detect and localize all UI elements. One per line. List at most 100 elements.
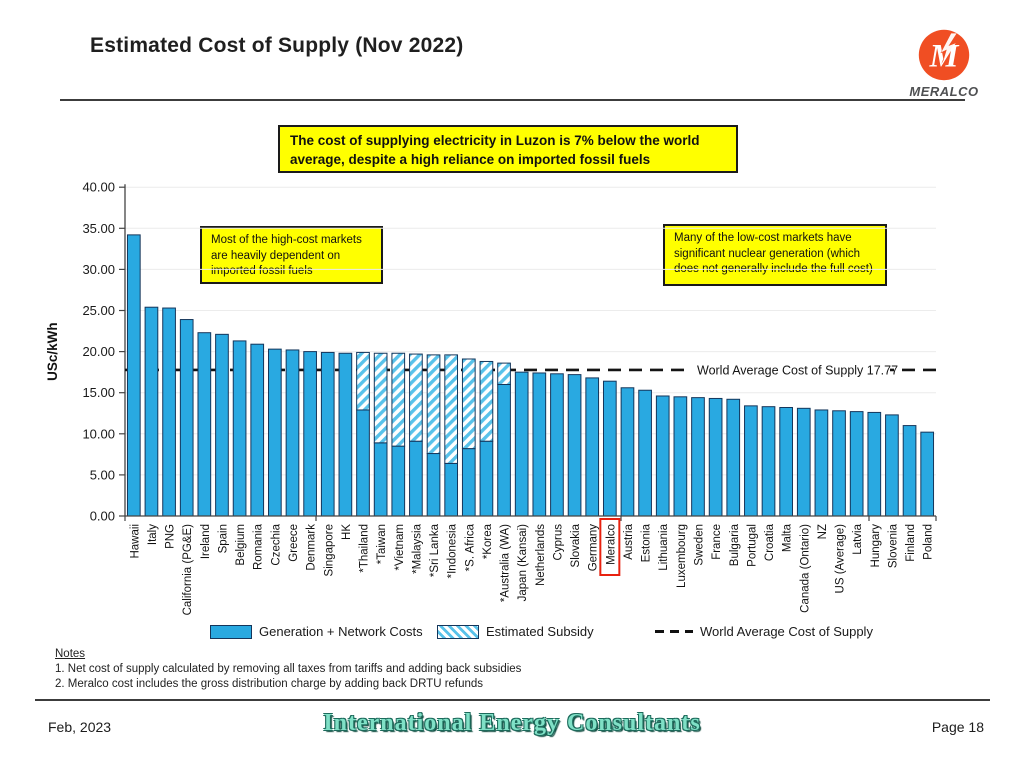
y-tick-label: 30.00 (82, 262, 115, 277)
bar-generation-14 (373, 442, 388, 517)
bar-generation-4 (197, 332, 212, 517)
bar-generation-23 (532, 372, 547, 517)
x-axis-label-7: Romania (253, 523, 265, 570)
callout-high-cost-markets: Most of the high-cost markets are heavil… (200, 226, 383, 284)
x-axis-label-43: Slovenia (887, 523, 899, 568)
x-axis-label-3: California (PG&E) (182, 524, 194, 616)
bar-generation-9 (285, 349, 300, 517)
note-line-2: 2. Meralco cost includes the gross distr… (55, 678, 484, 691)
x-axis-label-17: *Sri Lanka (429, 523, 441, 577)
bar-generation-12 (338, 352, 353, 517)
bar-generation-8 (268, 348, 282, 517)
x-axis-label-42: Hungary (870, 524, 882, 568)
x-axis-label-23: Netherlands (535, 524, 547, 586)
footer-divider (35, 699, 990, 701)
x-axis-label-26: Germany (588, 524, 600, 572)
bar-generation-16 (409, 440, 423, 517)
x-axis-label-22: Japan (Kansai) (517, 524, 529, 602)
bar-generation-39 (814, 409, 829, 517)
meralco-logo: M MERALCO (908, 28, 980, 99)
x-axis-label-37: Malta (782, 523, 794, 552)
bar-generation-11 (320, 351, 335, 517)
bar-generation-41 (849, 411, 864, 517)
footer-company-wordmark: International Energy Consultants (323, 710, 701, 736)
legend-item-world-average: World Average Cost of Supply (655, 624, 873, 639)
bar-generation-10 (303, 351, 317, 517)
x-axis-label-29: Estonia (641, 523, 653, 562)
legend-item-generation: Generation + Network Costs (210, 624, 423, 639)
x-axis-label-16: *Malaysia (411, 523, 423, 573)
meralco-logo-icon: M (917, 28, 971, 82)
bar-generation-34 (726, 398, 741, 517)
bar-generation-3 (179, 319, 194, 517)
x-axis-label-33: France (711, 524, 723, 560)
bar-generation-24 (550, 373, 564, 517)
bar-generation-45 (920, 431, 935, 517)
legend-solid-label: Generation + Network Costs (259, 624, 423, 639)
x-axis-label-20: *Korea (482, 523, 494, 559)
bar-subsidy-14 (373, 352, 388, 444)
bar-generation-43 (885, 414, 899, 517)
x-axis-label-38: Canada (Ontario) (799, 524, 811, 613)
x-axis-label-27: Meralco (605, 524, 617, 565)
y-tick-label: 25.00 (82, 303, 115, 318)
bar-generation-7 (250, 343, 265, 517)
x-axis-label-19: *S. Africa (464, 523, 476, 571)
x-axis-label-34: Bulgaria (729, 523, 741, 566)
x-axis-label-24: Cyprus (552, 524, 564, 561)
y-tick-label: 10.00 (82, 426, 115, 441)
bar-generation-29 (638, 389, 652, 517)
x-axis-label-18: *Indonesia (447, 523, 459, 578)
bar-generation-26 (585, 377, 600, 517)
x-axis-label-8: Czechia (270, 523, 282, 565)
bar-generation-25 (567, 374, 582, 517)
bar-subsidy-19 (461, 358, 476, 450)
x-axis-label-31: Luxembourg (676, 524, 688, 588)
legend-hatch-label: Estimated Subsidy (486, 624, 594, 639)
bar-generation-44 (902, 425, 917, 517)
bar-generation-5 (215, 333, 229, 517)
bar-subsidy-18 (444, 354, 459, 464)
x-axis-label-14: *Taiwan (376, 524, 388, 564)
bar-generation-15 (391, 445, 406, 517)
bar-generation-22 (514, 371, 529, 517)
bar-generation-6 (232, 340, 247, 517)
x-axis-label-41: Latvia (852, 523, 864, 554)
bar-subsidy-21 (497, 362, 511, 385)
bar-generation-28 (620, 387, 635, 517)
bar-generation-38 (796, 407, 811, 517)
x-axis-label-35: Portugal (746, 524, 758, 567)
bar-generation-18 (444, 462, 459, 517)
bar-subsidy-15 (391, 352, 406, 447)
x-axis-label-12: HK (341, 524, 353, 540)
y-tick-label: 0.00 (90, 509, 115, 524)
bar-generation-37 (779, 406, 793, 517)
bar-generation-33 (708, 397, 723, 517)
legend-hatch-swatch-icon (437, 624, 479, 639)
world-average-label-bg (692, 360, 890, 379)
legend-solid-swatch-icon (210, 624, 252, 639)
key-message-banner: The cost of supplying electricity in Luz… (278, 125, 738, 173)
bar-generation-2 (162, 307, 176, 517)
x-axis-label-15: *Vietnam (394, 524, 406, 570)
x-axis-label-10: Denmark (306, 524, 318, 571)
x-axis-label-21: *Australia (WA) (500, 524, 512, 602)
bar-generation-19 (461, 448, 476, 517)
bar-generation-27 (602, 380, 617, 517)
y-tick-label: 20.00 (82, 344, 115, 359)
bar-generation-20 (479, 440, 494, 517)
x-axis-label-39: NZ (817, 524, 829, 539)
x-axis-label-5: Spain (217, 524, 229, 553)
note-line-1: 1. Net cost of supply calculated by remo… (55, 663, 522, 676)
legend-dash-swatch-icon (655, 630, 693, 633)
x-axis-label-45: Poland (923, 524, 935, 560)
x-axis-label-30: Lithuania (658, 523, 670, 570)
bar-subsidy-20 (479, 360, 494, 442)
x-axis-label-1: Italy (147, 524, 159, 545)
meralco-highlight-box (599, 518, 621, 576)
x-axis-label-36: Croatia (764, 523, 776, 561)
y-tick-label: 5.00 (90, 467, 115, 482)
page-title: Estimated Cost of Supply (Nov 2022) (90, 34, 464, 57)
bar-generation-40 (832, 410, 846, 517)
bar-generation-32 (691, 397, 705, 517)
